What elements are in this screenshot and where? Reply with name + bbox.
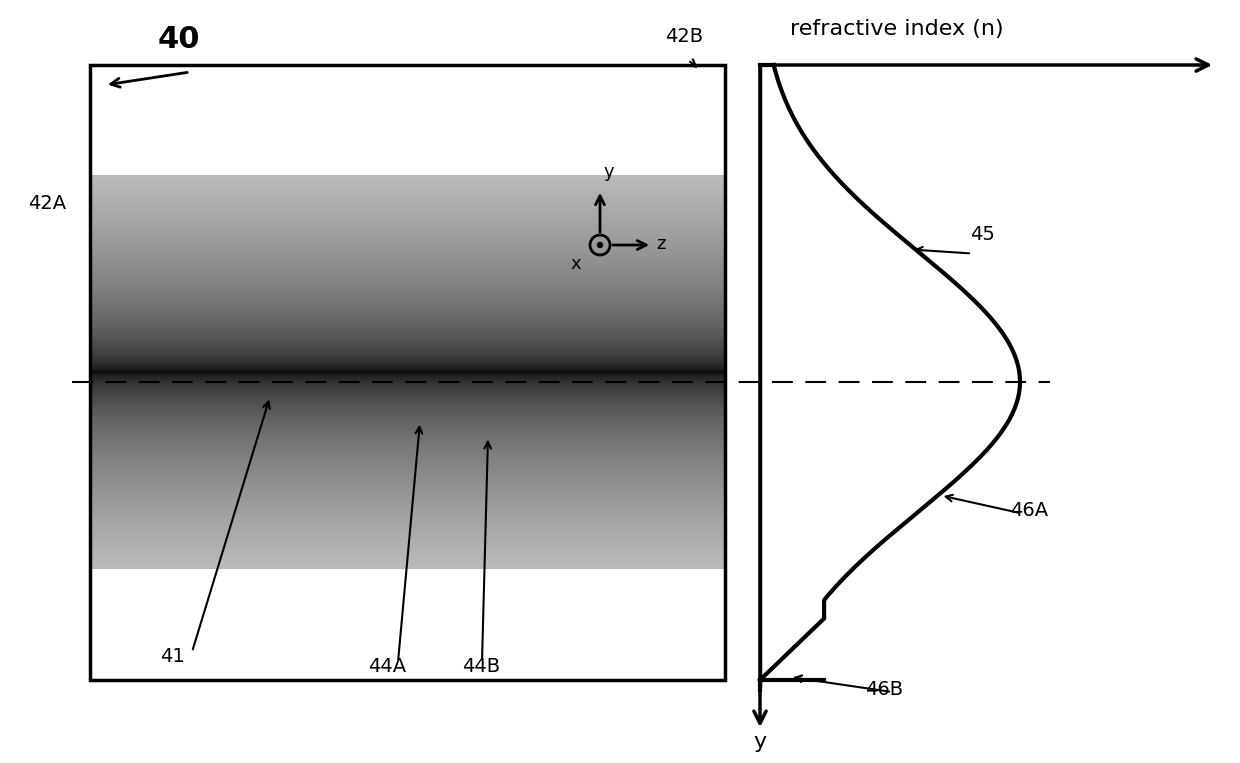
Text: 46A: 46A [1011,501,1048,520]
Bar [91,65,725,680]
Text: y: y [604,163,615,181]
Text: 45: 45 [970,224,994,243]
Text: 42B: 42B [665,27,703,46]
Text: z: z [656,235,666,253]
Text: 46B: 46B [866,680,903,699]
Bar [91,65,725,680]
Text: refractive index (n): refractive index (n) [790,19,1003,39]
Circle shape [598,243,603,247]
Text: y: y [754,732,766,752]
Text: 41: 41 [160,647,185,666]
Text: 44B: 44B [463,657,500,676]
Text: x: x [570,255,580,273]
Text: 40: 40 [157,25,201,54]
Text: 44A: 44A [368,657,407,676]
Text: 42A: 42A [29,194,66,213]
